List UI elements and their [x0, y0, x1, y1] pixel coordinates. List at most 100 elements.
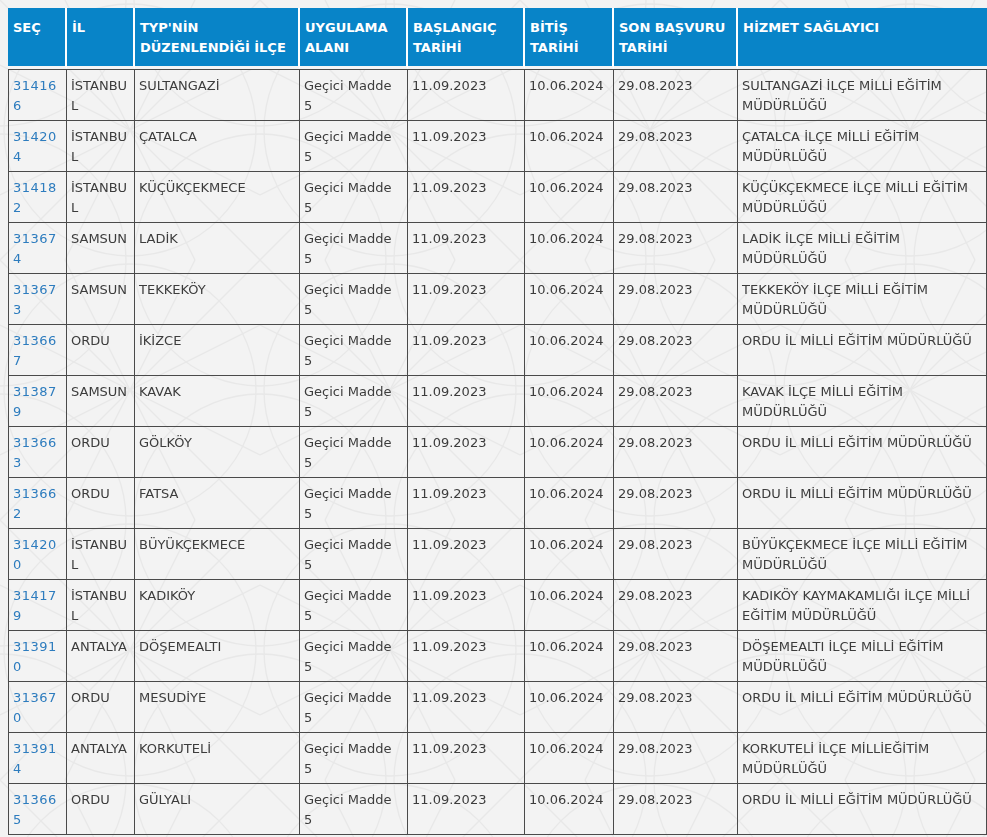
- cell-uygulama-alani: Geçici Madde 5: [300, 529, 408, 580]
- cell-il: İSTANBUL: [67, 580, 135, 631]
- cell-baslangic-tarihi: 11.09.2023: [408, 325, 525, 376]
- cell-bitis-tarihi: 10.06.2024: [525, 427, 614, 478]
- cell-hizmet-saglayici: ORDU İL MİLLİ EĞİTİM MÜDÜRLÜĞÜ: [738, 325, 987, 376]
- cell-ilce: MESUDİYE: [135, 682, 300, 733]
- cell-ilce: KAVAK: [135, 376, 300, 427]
- cell-son-basvuru-tarihi: 29.08.2023: [614, 478, 738, 529]
- cell-sec: 313914: [8, 733, 67, 784]
- column-header-ilce: TYP'NİN DÜZENLENDİĞİ İLÇE: [135, 8, 300, 69]
- cell-baslangic-tarihi: 11.09.2023: [408, 478, 525, 529]
- cell-il: SAMSUN: [67, 376, 135, 427]
- cell-baslangic-tarihi: 11.09.2023: [408, 631, 525, 682]
- cell-baslangic-tarihi: 11.09.2023: [408, 784, 525, 835]
- cell-il: ORDU: [67, 427, 135, 478]
- cell-il: ORDU: [67, 682, 135, 733]
- cell-uygulama-alani: Geçici Madde 5: [300, 631, 408, 682]
- cell-baslangic-tarihi: 11.09.2023: [408, 529, 525, 580]
- table-row: 313673 SAMSUN TEKKEKÖY Geçici Madde 5 11…: [8, 274, 987, 325]
- cell-baslangic-tarihi: 11.09.2023: [408, 682, 525, 733]
- cell-sec: 313662: [8, 478, 67, 529]
- table-body: 314166 İSTANBUL SULTANGAZİ Geçici Madde …: [8, 69, 987, 835]
- cell-son-basvuru-tarihi: 29.08.2023: [614, 223, 738, 274]
- row-select-link[interactable]: 313670: [13, 690, 57, 725]
- cell-uygulama-alani: Geçici Madde 5: [300, 376, 408, 427]
- cell-ilce: FATSA: [135, 478, 300, 529]
- row-select-link[interactable]: 314179: [13, 588, 57, 623]
- cell-baslangic-tarihi: 11.09.2023: [408, 121, 525, 172]
- cell-uygulama-alani: Geçici Madde 5: [300, 682, 408, 733]
- column-header-hizmet-saglayici: HİZMET SAĞLAYICI: [738, 8, 987, 69]
- cell-ilce: TEKKEKÖY: [135, 274, 300, 325]
- cell-baslangic-tarihi: 11.09.2023: [408, 427, 525, 478]
- row-select-link[interactable]: 313665: [13, 792, 57, 827]
- cell-sec: 314179: [8, 580, 67, 631]
- cell-uygulama-alani: Geçici Madde 5: [300, 223, 408, 274]
- cell-son-basvuru-tarihi: 29.08.2023: [614, 274, 738, 325]
- row-select-link[interactable]: 313663: [13, 435, 57, 470]
- cell-hizmet-saglayici: DÖŞEMEALTI İLÇE MİLLİ EĞİTİM MÜDÜRLÜĞÜ: [738, 631, 987, 682]
- cell-sec: 314166: [8, 69, 67, 121]
- row-select-link[interactable]: 313674: [13, 231, 57, 266]
- cell-son-basvuru-tarihi: 29.08.2023: [614, 784, 738, 835]
- cell-sec: 314200: [8, 529, 67, 580]
- cell-sec: 313665: [8, 784, 67, 835]
- cell-ilce: KORKUTELİ: [135, 733, 300, 784]
- table-row: 313662 ORDU FATSA Geçici Madde 5 11.09.2…: [8, 478, 987, 529]
- cell-hizmet-saglayici: TEKKEKÖY İLÇE MİLLİ EĞİTİM MÜDÜRLÜĞÜ: [738, 274, 987, 325]
- cell-uygulama-alani: Geçici Madde 5: [300, 274, 408, 325]
- cell-ilce: BÜYÜKÇEKMECE: [135, 529, 300, 580]
- cell-sec: 313673: [8, 274, 67, 325]
- cell-il: ANTALYA: [67, 631, 135, 682]
- table-row: 313663 ORDU GÖLKÖY Geçici Madde 5 11.09.…: [8, 427, 987, 478]
- cell-bitis-tarihi: 10.06.2024: [525, 325, 614, 376]
- cell-bitis-tarihi: 10.06.2024: [525, 274, 614, 325]
- row-select-link[interactable]: 313673: [13, 282, 57, 317]
- cell-son-basvuru-tarihi: 29.08.2023: [614, 580, 738, 631]
- cell-son-basvuru-tarihi: 29.08.2023: [614, 121, 738, 172]
- row-select-link[interactable]: 314166: [13, 78, 57, 113]
- cell-bitis-tarihi: 10.06.2024: [525, 376, 614, 427]
- cell-il: SAMSUN: [67, 223, 135, 274]
- cell-son-basvuru-tarihi: 29.08.2023: [614, 427, 738, 478]
- table-row: 313910 ANTALYA DÖŞEMEALTI Geçici Madde 5…: [8, 631, 987, 682]
- cell-son-basvuru-tarihi: 29.08.2023: [614, 376, 738, 427]
- cell-son-basvuru-tarihi: 29.08.2023: [614, 172, 738, 223]
- row-select-link[interactable]: 313914: [13, 741, 57, 776]
- table-row: 313914 ANTALYA KORKUTELİ Geçici Madde 5 …: [8, 733, 987, 784]
- cell-bitis-tarihi: 10.06.2024: [525, 69, 614, 121]
- cell-il: ORDU: [67, 784, 135, 835]
- cell-il: ORDU: [67, 478, 135, 529]
- cell-baslangic-tarihi: 11.09.2023: [408, 580, 525, 631]
- table-row: 313879 SAMSUN KAVAK Geçici Madde 5 11.09…: [8, 376, 987, 427]
- cell-uygulama-alani: Geçici Madde 5: [300, 69, 408, 121]
- cell-il: İSTANBUL: [67, 529, 135, 580]
- cell-sec: 313879: [8, 376, 67, 427]
- cell-sec: 313663: [8, 427, 67, 478]
- row-select-link[interactable]: 313662: [13, 486, 57, 521]
- row-select-link[interactable]: 314204: [13, 129, 57, 164]
- row-select-link[interactable]: 313910: [13, 639, 57, 674]
- column-header-il: İL: [67, 8, 135, 69]
- cell-baslangic-tarihi: 11.09.2023: [408, 172, 525, 223]
- cell-sec: 313667: [8, 325, 67, 376]
- cell-hizmet-saglayici: ORDU İL MİLLİ EĞİTİM MÜDÜRLÜĞÜ: [738, 682, 987, 733]
- typ-listing-table: SEÇ İL TYP'NİN DÜZENLENDİĞİ İLÇE UYGULAM…: [8, 8, 987, 835]
- cell-sec: 313910: [8, 631, 67, 682]
- cell-son-basvuru-tarihi: 29.08.2023: [614, 631, 738, 682]
- cell-ilce: SULTANGAZİ: [135, 69, 300, 121]
- cell-hizmet-saglayici: SULTANGAZİ İLÇE MİLLİ EĞİTİM MÜDÜRLÜĞÜ: [738, 69, 987, 121]
- cell-bitis-tarihi: 10.06.2024: [525, 682, 614, 733]
- cell-bitis-tarihi: 10.06.2024: [525, 529, 614, 580]
- cell-son-basvuru-tarihi: 29.08.2023: [614, 325, 738, 376]
- cell-il: İSTANBUL: [67, 172, 135, 223]
- cell-son-basvuru-tarihi: 29.08.2023: [614, 682, 738, 733]
- row-select-link[interactable]: 313879: [13, 384, 57, 419]
- cell-son-basvuru-tarihi: 29.08.2023: [614, 733, 738, 784]
- row-select-link[interactable]: 314182: [13, 180, 57, 215]
- cell-hizmet-saglayici: ORDU İL MİLLİ EĞİTİM MÜDÜRLÜĞÜ: [738, 784, 987, 835]
- row-select-link[interactable]: 313667: [13, 333, 57, 368]
- row-select-link[interactable]: 314200: [13, 537, 57, 572]
- cell-bitis-tarihi: 10.06.2024: [525, 733, 614, 784]
- cell-hizmet-saglayici: ÇATALCA İLÇE MİLLİ EĞİTİM MÜDÜRLÜĞÜ: [738, 121, 987, 172]
- cell-baslangic-tarihi: 11.09.2023: [408, 69, 525, 121]
